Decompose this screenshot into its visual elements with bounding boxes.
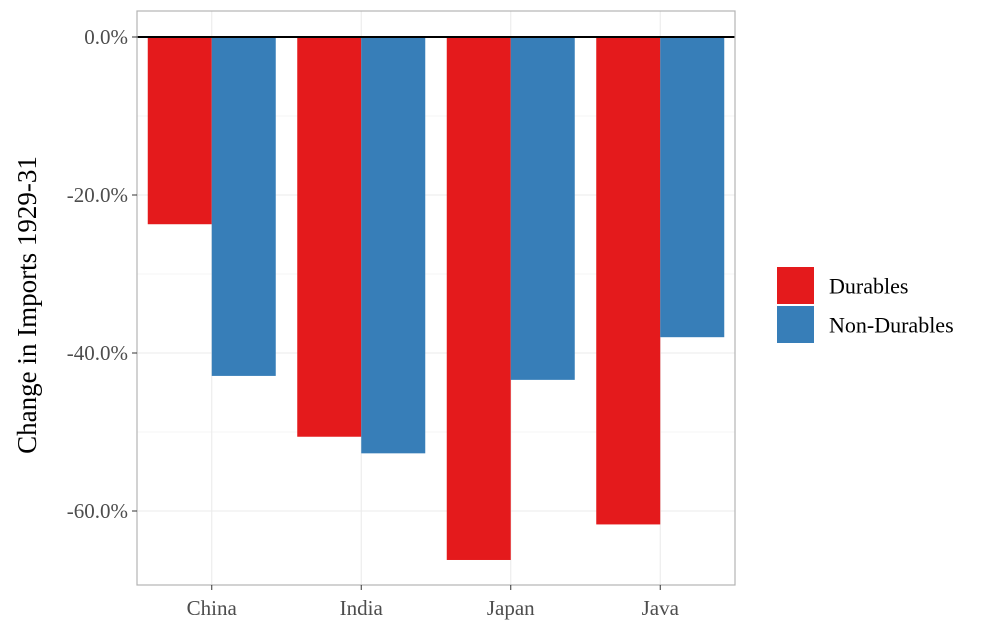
y-tick-label: 0.0% (84, 25, 128, 49)
bars (147, 37, 725, 560)
legend-label: Durables (829, 274, 908, 299)
x-axis: China India Japan Java (187, 585, 680, 620)
y-axis-title: Change in Imports 1929-31 (12, 156, 42, 454)
bar-non-durables-japan (510, 37, 575, 380)
y-tick-label: -40.0% (67, 341, 128, 365)
bar-durables-japan (446, 37, 511, 560)
bar-durables-java (596, 37, 661, 525)
y-tick-label: -20.0% (67, 183, 128, 207)
x-tick-label: Java (642, 596, 680, 620)
plot-border (136, 10, 736, 586)
bar-non-durables-java (660, 37, 725, 338)
legend: Durables Non-Durables (777, 267, 954, 343)
y-axis: 0.0% -20.0% -40.0% -60.0% (67, 25, 137, 523)
bar-durables-india (297, 37, 362, 437)
legend-key-durables (777, 267, 814, 304)
x-tick-label: China (187, 596, 238, 620)
bar-durables-china (147, 37, 212, 225)
y-tick-label: -60.0% (67, 499, 128, 523)
bar-non-durables-india (361, 37, 426, 454)
legend-key-non-durables (777, 306, 814, 343)
x-tick-label: India (340, 596, 384, 620)
legend-label: Non-Durables (829, 313, 954, 338)
x-tick-label: Japan (487, 596, 535, 620)
bar-non-durables-china (211, 37, 276, 376)
